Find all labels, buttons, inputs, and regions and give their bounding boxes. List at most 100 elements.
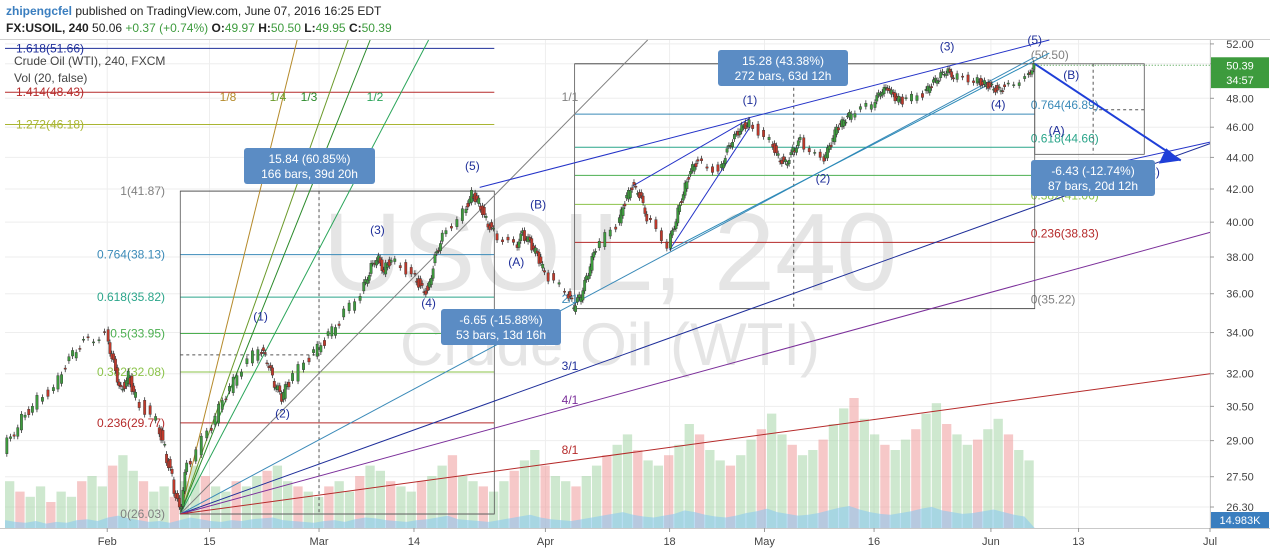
volume-bar [725, 465, 736, 528]
fib-level-label: 1.414(48.43) [16, 85, 84, 99]
candle-body [132, 385, 136, 392]
candle-body [818, 151, 822, 158]
candle-body [148, 405, 152, 415]
candle-body [669, 233, 672, 249]
volume-bar [828, 424, 839, 528]
candle-body [581, 290, 585, 301]
candle-body [506, 236, 510, 241]
volume-bar [231, 481, 241, 528]
volume-bar [993, 418, 1003, 528]
price-tick-label: 34.00 [1226, 328, 1254, 340]
time-tick-label: 13 [1072, 536, 1084, 548]
candle-body [103, 331, 106, 333]
wave-label: (B) [530, 198, 546, 212]
volume-bar [571, 486, 581, 528]
candle-body [705, 166, 709, 169]
candle-body [628, 190, 632, 198]
candle-body [30, 405, 34, 413]
candle-body [1023, 76, 1027, 79]
candle-body [470, 189, 473, 203]
high-value: 50.50 [270, 21, 301, 35]
candle-body [694, 163, 698, 167]
projection-path [1034, 62, 1182, 164]
candle-body [563, 291, 566, 293]
candle-body [501, 239, 504, 242]
volume-bar [375, 470, 385, 528]
low-value: 49.95 [315, 21, 346, 35]
volume-bar [427, 476, 437, 528]
volume-bar [46, 502, 56, 528]
candle-body [117, 381, 121, 387]
candle-body [915, 95, 919, 101]
candle-body [183, 472, 187, 492]
candle-body [315, 343, 319, 357]
candle-body [523, 230, 526, 241]
candle-body [716, 164, 720, 172]
candle-body [165, 453, 168, 464]
candle-body [941, 71, 944, 73]
volume-bar [56, 491, 66, 528]
volume-bar [1024, 460, 1034, 528]
candle-body [449, 226, 453, 229]
volume-bar [766, 413, 777, 528]
candle-body [188, 460, 192, 465]
author-link[interactable]: zhipengcfel [6, 4, 73, 18]
candle-body [829, 144, 833, 148]
volume-legend[interactable]: Vol (20, false) [14, 71, 88, 85]
volume-bar [880, 444, 890, 528]
gann-fan-line [179, 39, 430, 515]
candle-body [269, 365, 273, 369]
volume-bar [221, 491, 231, 528]
candle-body [231, 376, 235, 393]
candle-body [347, 302, 351, 311]
candle-body [590, 255, 594, 271]
fib-level-label: 1.272(46.18) [16, 118, 84, 132]
candle-body [484, 216, 488, 218]
series-legend[interactable]: Crude Oil (WTI), 240, FXCM [14, 54, 166, 68]
volume-bar [5, 481, 15, 528]
price-tick-label: 29.00 [1226, 436, 1254, 448]
candle-body [137, 402, 141, 408]
candle-body [833, 129, 837, 143]
candle-body [177, 497, 181, 508]
candle-body [409, 267, 413, 275]
volume-bar [252, 476, 262, 528]
price-axis-bg [1210, 40, 1270, 528]
gann-fan-label: 1/2 [367, 90, 384, 104]
candle-body [176, 493, 179, 499]
candle-body [420, 283, 424, 286]
candle-body [546, 272, 550, 282]
candle-body [541, 263, 545, 269]
candle-body [683, 182, 687, 196]
volume-bar [283, 481, 293, 528]
candle-body [997, 86, 1001, 89]
candle-body [530, 238, 534, 251]
time-axis: Feb 15 Mar 14 Apr 18 May 16 Jun 13 Jul [0, 528, 1270, 548]
candle-body [261, 347, 265, 351]
candle-body [71, 350, 74, 357]
projection-arrow [1034, 62, 1182, 162]
candle-body [250, 350, 254, 364]
fib-level-label: 0.618(35.82) [97, 290, 165, 304]
measure-box [718, 50, 848, 86]
candle-body [319, 345, 323, 353]
candle-body [440, 232, 444, 242]
fib-level-label: 0.236(38.83) [1031, 226, 1099, 240]
candle-body [278, 385, 282, 392]
volume-bar [839, 408, 849, 528]
candle-body [687, 177, 691, 180]
gann-fan: 1/81/41/31/21/12/13/14/18/1 [179, 39, 1211, 515]
volume-bar [447, 455, 458, 528]
candle-body [235, 375, 239, 386]
candle-body [570, 297, 574, 300]
candle-body [751, 124, 755, 129]
time-tick-label: Mar [310, 536, 329, 548]
candle-body [220, 400, 224, 410]
candle-body [1030, 70, 1034, 75]
measure-box-line1: -6.65 (-15.88%) [459, 313, 542, 327]
publish-line: zhipengcfel published on TradingView.com… [6, 4, 381, 18]
volume-bar [499, 481, 509, 528]
time-tick-label: 15 [203, 536, 215, 548]
candle-body [23, 414, 27, 418]
